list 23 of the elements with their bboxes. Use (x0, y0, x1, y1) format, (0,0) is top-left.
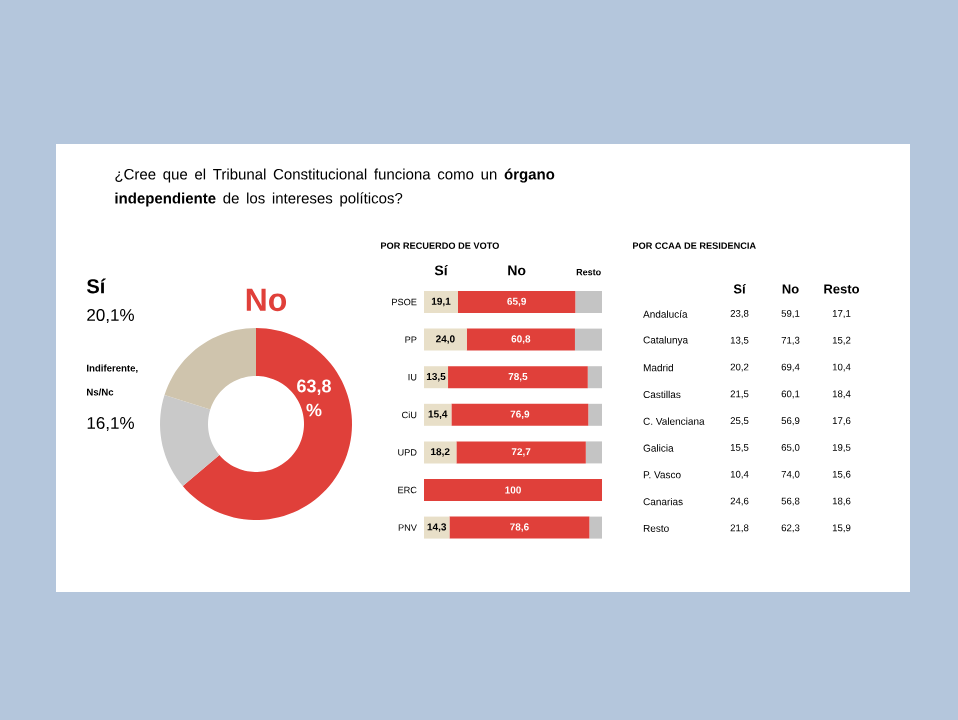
slice-label: No (246, 288, 287, 312)
bar (424, 366, 449, 389)
slice-label: Sí (86, 278, 106, 294)
bar (451, 403, 589, 426)
bar (449, 516, 590, 539)
bar (424, 441, 457, 464)
bar (575, 291, 603, 314)
bar (456, 441, 586, 464)
data-label: 63,8 % (297, 379, 331, 417)
bar (424, 403, 452, 426)
bar (448, 366, 588, 389)
bar (585, 441, 603, 464)
bar (458, 291, 576, 314)
data-label: 16,1% (87, 416, 134, 432)
bar (424, 479, 603, 502)
data-label: 20,1% (87, 308, 134, 324)
bar (588, 403, 603, 426)
bar (424, 291, 458, 314)
bar (587, 366, 603, 389)
bar (574, 328, 603, 351)
bar (424, 328, 467, 351)
bar (466, 328, 575, 351)
bar (589, 516, 603, 539)
